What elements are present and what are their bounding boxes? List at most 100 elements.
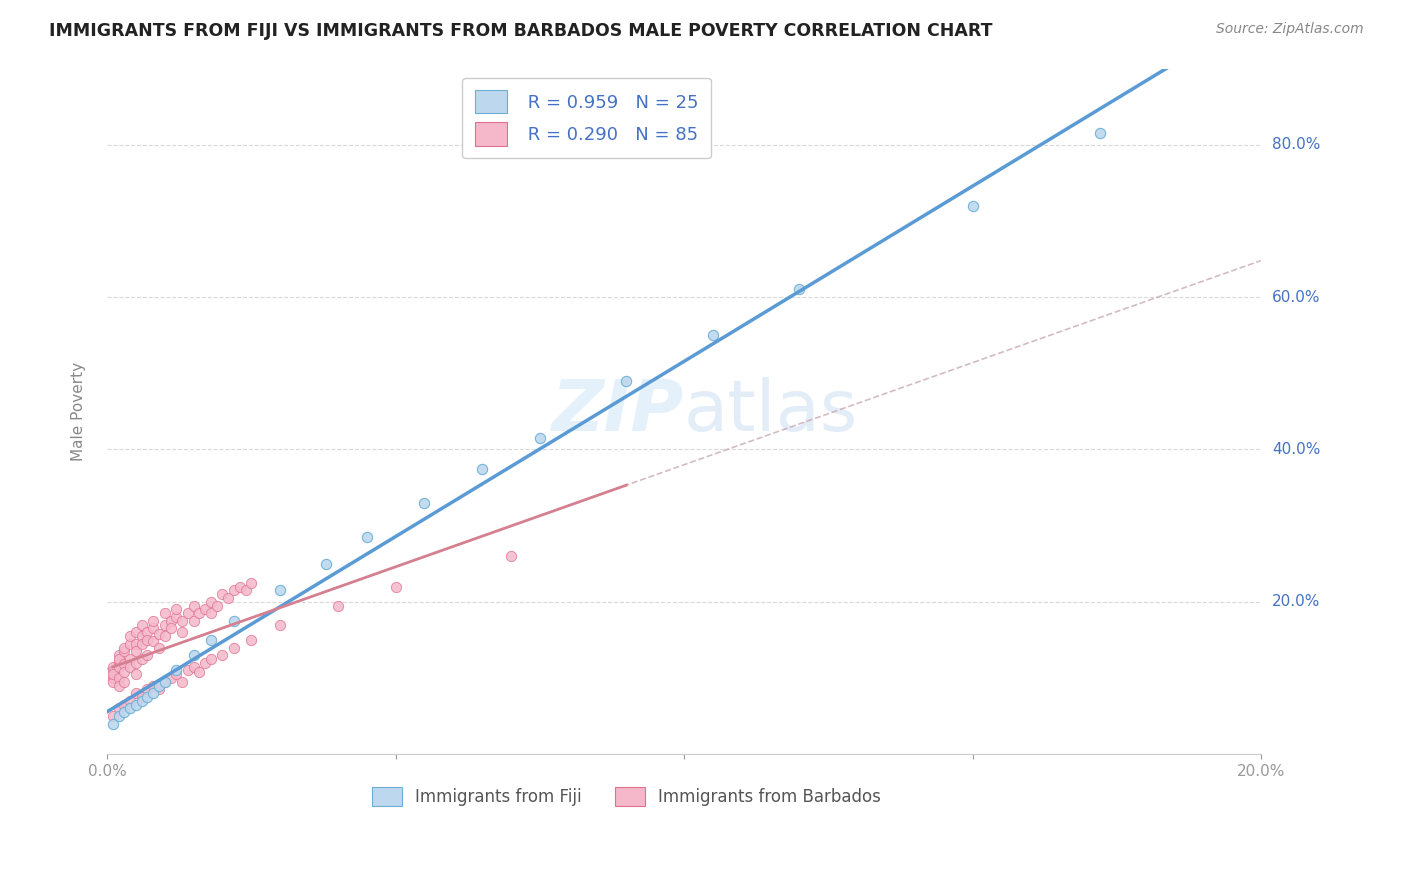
Point xyxy=(229,580,252,594)
Text: atlas: atlas xyxy=(685,376,859,446)
Point xyxy=(159,622,181,636)
Point xyxy=(125,698,148,712)
Point xyxy=(269,617,291,632)
Point xyxy=(107,659,129,673)
Point xyxy=(471,461,494,475)
Point xyxy=(112,657,135,672)
Point xyxy=(384,580,406,594)
Point xyxy=(183,599,205,613)
Point xyxy=(616,374,638,388)
Point xyxy=(413,496,436,510)
Point xyxy=(112,698,135,712)
Point xyxy=(222,640,245,655)
Point xyxy=(107,656,129,670)
Point xyxy=(235,583,257,598)
Point xyxy=(107,709,129,723)
Point xyxy=(153,674,176,689)
Point xyxy=(153,617,176,632)
Point xyxy=(125,656,148,670)
Point xyxy=(101,667,124,681)
Point xyxy=(148,679,170,693)
Point xyxy=(136,690,159,704)
Point xyxy=(131,690,153,704)
Point xyxy=(1088,126,1111,140)
Point xyxy=(107,679,129,693)
Point xyxy=(142,679,165,693)
Point xyxy=(101,674,124,689)
Point xyxy=(136,682,159,697)
Point xyxy=(153,607,176,621)
Point xyxy=(240,632,263,647)
Point xyxy=(125,644,148,658)
Point xyxy=(194,656,217,670)
Point xyxy=(962,199,984,213)
Point xyxy=(125,637,148,651)
Point xyxy=(211,648,233,662)
Point xyxy=(188,607,211,621)
Point xyxy=(177,607,200,621)
Point xyxy=(200,607,222,621)
Text: Source: ZipAtlas.com: Source: ZipAtlas.com xyxy=(1216,22,1364,37)
Point xyxy=(120,652,142,666)
Point xyxy=(107,671,129,685)
Point xyxy=(142,614,165,628)
Text: 80.0%: 80.0% xyxy=(1272,137,1320,153)
Legend: Immigrants from Fiji, Immigrants from Barbados: Immigrants from Fiji, Immigrants from Ba… xyxy=(363,779,890,814)
Point xyxy=(172,625,194,640)
Point xyxy=(120,659,142,673)
Point xyxy=(165,602,187,616)
Y-axis label: Male Poverty: Male Poverty xyxy=(72,362,86,461)
Point xyxy=(112,674,135,689)
Point xyxy=(148,682,170,697)
Point xyxy=(240,575,263,590)
Point xyxy=(112,640,135,655)
Point xyxy=(200,632,222,647)
Point xyxy=(101,664,124,678)
Point xyxy=(205,599,228,613)
Point xyxy=(142,686,165,700)
Point xyxy=(120,694,142,708)
Point xyxy=(120,637,142,651)
Point xyxy=(326,599,349,613)
Point xyxy=(112,706,135,720)
Point xyxy=(148,640,170,655)
Point xyxy=(120,701,142,715)
Point xyxy=(172,614,194,628)
Point xyxy=(131,629,153,643)
Point xyxy=(153,674,176,689)
Point xyxy=(125,686,148,700)
Point xyxy=(165,667,187,681)
Point xyxy=(217,591,239,605)
Point xyxy=(529,431,551,445)
Text: IMMIGRANTS FROM FIJI VS IMMIGRANTS FROM BARBADOS MALE POVERTY CORRELATION CHART: IMMIGRANTS FROM FIJI VS IMMIGRANTS FROM … xyxy=(49,22,993,40)
Point xyxy=(101,709,124,723)
Point xyxy=(131,637,153,651)
Point xyxy=(131,694,153,708)
Point xyxy=(211,587,233,601)
Point xyxy=(789,283,811,297)
Point xyxy=(159,671,181,685)
Point xyxy=(136,632,159,647)
Point xyxy=(136,625,159,640)
Point xyxy=(172,674,194,689)
Point xyxy=(177,664,200,678)
Point xyxy=(142,634,165,648)
Point xyxy=(194,602,217,616)
Point xyxy=(269,583,291,598)
Point xyxy=(499,549,522,563)
Point xyxy=(125,625,148,640)
Point xyxy=(107,652,129,666)
Point xyxy=(107,701,129,715)
Point xyxy=(222,583,245,598)
Point xyxy=(183,648,205,662)
Point xyxy=(356,530,378,544)
Point xyxy=(200,595,222,609)
Point xyxy=(165,664,187,678)
Point xyxy=(165,610,187,624)
Point xyxy=(183,614,205,628)
Point xyxy=(112,665,135,679)
Point xyxy=(120,629,142,643)
Point xyxy=(107,648,129,662)
Point xyxy=(159,614,181,628)
Point xyxy=(142,622,165,636)
